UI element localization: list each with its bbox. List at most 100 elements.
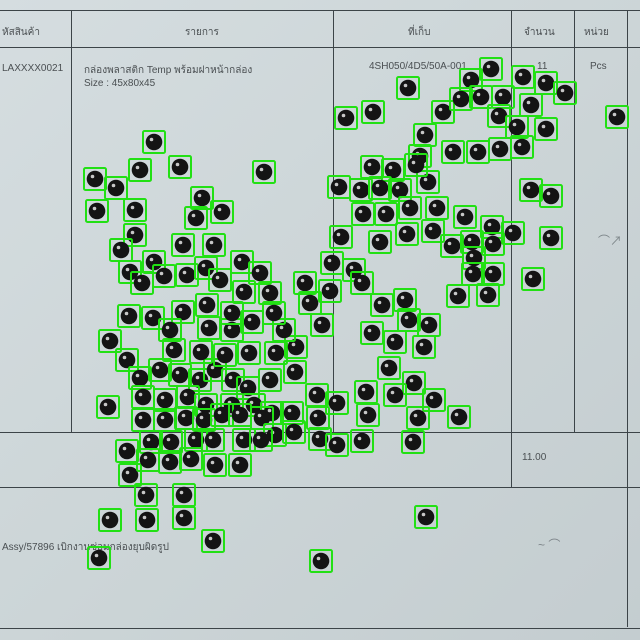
bead-highlight (453, 291, 458, 296)
col-rule-2 (333, 10, 334, 432)
bead-highlight (265, 375, 270, 380)
detection-box (189, 340, 213, 364)
bead-detection (134, 483, 158, 507)
black-bead (252, 431, 270, 449)
black-bead (198, 296, 216, 314)
bead-detection (441, 140, 465, 164)
black-bead (417, 508, 435, 526)
bead-highlight (169, 345, 174, 350)
bead-highlight (363, 410, 368, 415)
black-bead (285, 423, 303, 441)
black-bead (118, 442, 136, 460)
bead-highlight (199, 415, 204, 420)
black-bead (377, 205, 395, 223)
bead-detection (115, 348, 139, 372)
header-item: รายการ (185, 27, 219, 38)
black-bead (121, 466, 139, 484)
black-bead (179, 388, 197, 406)
bead-highlight (124, 311, 129, 316)
black-bead (357, 383, 375, 401)
black-bead (556, 84, 574, 102)
detection-box (505, 115, 529, 139)
black-bead (178, 266, 196, 284)
bead-detection (397, 308, 421, 332)
detection-box (356, 403, 380, 427)
detection-box (128, 158, 152, 182)
detection-box (104, 176, 128, 200)
bead-highlight (160, 415, 165, 420)
bead-detection (413, 123, 437, 147)
bead-highlight (315, 434, 320, 439)
detection-box (283, 360, 307, 384)
col-rule-5 (627, 10, 628, 627)
black-bead (156, 391, 174, 409)
black-bead (428, 199, 446, 217)
black-bead (235, 283, 253, 301)
bead-detection (320, 251, 344, 275)
bead-detection (208, 268, 232, 292)
black-bead (522, 181, 540, 199)
black-bead (484, 235, 502, 253)
bead-highlight (367, 162, 372, 167)
bead-detection (162, 338, 186, 362)
bead-highlight (166, 437, 171, 442)
bead-detection (395, 222, 419, 246)
bead-highlight (334, 182, 339, 187)
detection-box (258, 281, 282, 305)
black-bead (323, 254, 341, 272)
detection-box (192, 408, 216, 432)
bead-highlight (420, 130, 425, 135)
detection-box (117, 304, 141, 328)
bead-detection (453, 205, 477, 229)
black-bead (513, 138, 531, 156)
black-bead (192, 343, 210, 361)
row-item: กล่องพลาสติก Temp พร้อมฝาหน้ากล่อง (84, 65, 253, 76)
detection-box (479, 57, 503, 81)
black-bead (542, 229, 560, 247)
detection-box (491, 85, 515, 109)
black-bead (490, 107, 508, 125)
bead-highlight (357, 436, 362, 441)
black-bead (267, 344, 285, 362)
bead-detection (171, 300, 195, 324)
bead-detection (519, 178, 543, 202)
bead-detection (308, 427, 332, 451)
black-bead (162, 433, 180, 451)
detection-box (395, 222, 419, 246)
bead-highlight (178, 307, 183, 312)
bead-detection (197, 316, 221, 340)
bead-detection (87, 546, 111, 570)
handwritten-mark: ~ ⌒ (538, 538, 561, 552)
bead-highlight (159, 271, 164, 276)
black-bead (177, 409, 195, 427)
black-bead (195, 411, 213, 429)
bead-detection (406, 406, 430, 430)
black-bead (213, 406, 231, 424)
black-bead (363, 158, 381, 176)
black-bead (483, 218, 501, 236)
black-bead (193, 189, 211, 207)
bead-detection (258, 368, 282, 392)
black-bead (121, 263, 139, 281)
bead-highlight (165, 325, 170, 330)
black-bead (386, 333, 404, 351)
black-bead (200, 319, 218, 337)
black-bead (400, 311, 418, 329)
bead-detection (539, 184, 563, 208)
bead-highlight (332, 440, 337, 445)
bead-detection (383, 383, 407, 407)
bead-highlight (105, 336, 110, 341)
bead-detection (377, 356, 401, 380)
bead-detection (115, 439, 139, 463)
bead-detection (123, 198, 147, 222)
black-bead (224, 371, 242, 389)
detection-box (361, 100, 385, 124)
bead-detection (431, 100, 455, 124)
bead-highlight (526, 185, 531, 190)
bead-detection (85, 199, 109, 223)
bead-detection (398, 196, 422, 220)
bead-highlight (541, 124, 546, 129)
detection-box (175, 263, 199, 287)
detection-box (130, 271, 154, 295)
